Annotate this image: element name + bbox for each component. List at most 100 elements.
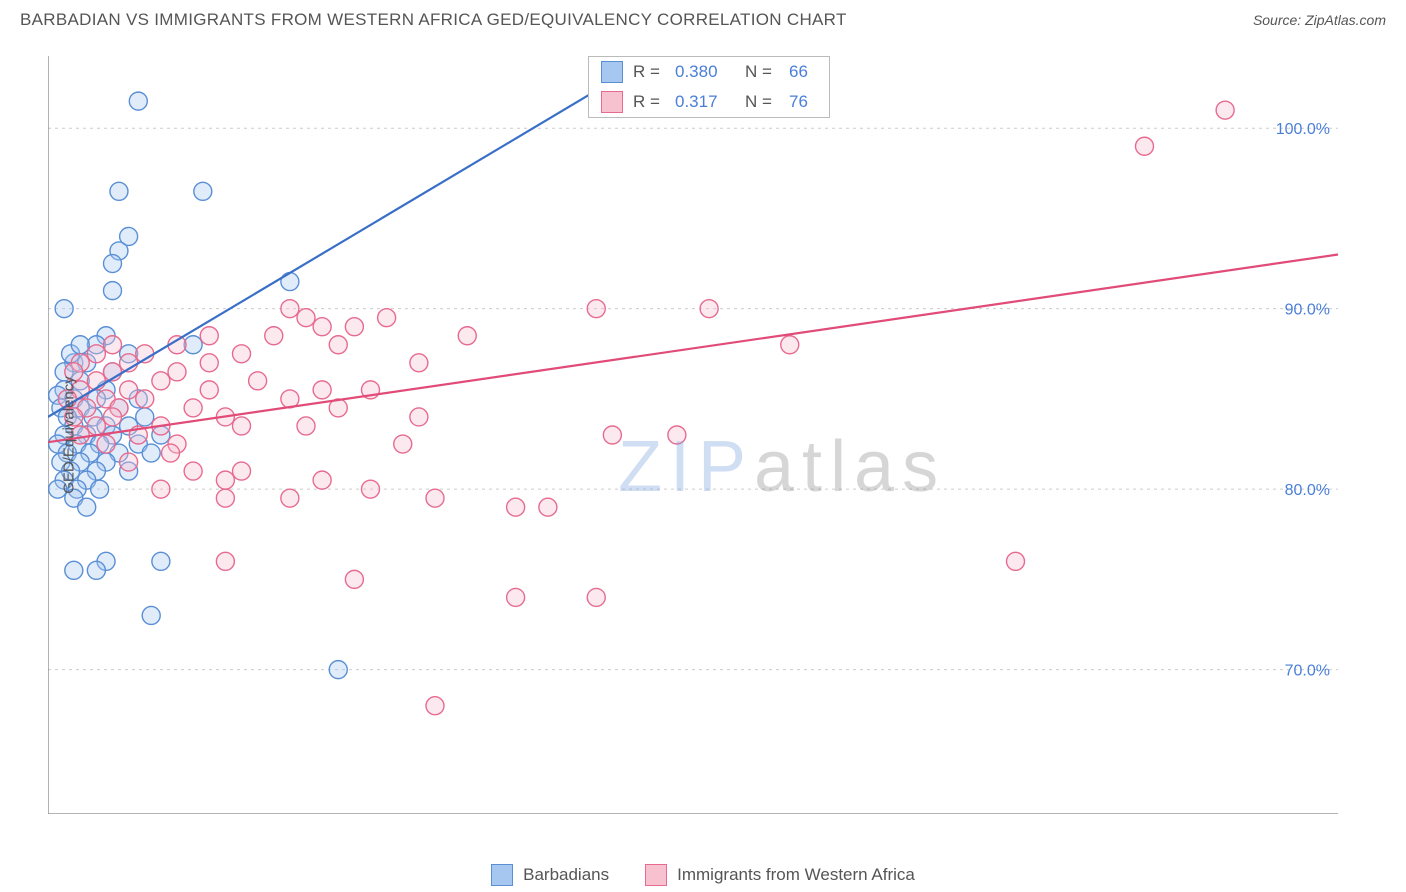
- data-point: [313, 381, 331, 399]
- legend-n-label: N =: [745, 62, 779, 82]
- data-point: [136, 408, 154, 426]
- data-point: [539, 498, 557, 516]
- data-point: [265, 327, 283, 345]
- data-point: [410, 354, 428, 372]
- correlation-legend: R = 0.380 N = 66 R = 0.317 N = 76: [588, 56, 830, 118]
- data-point: [91, 480, 109, 498]
- data-point: [249, 372, 267, 390]
- series-legend-item: Barbadians: [491, 864, 609, 886]
- legend-row: R = 0.380 N = 66: [589, 57, 829, 87]
- data-point: [120, 453, 138, 471]
- legend-r-value: 0.380: [675, 62, 735, 82]
- data-point: [129, 92, 147, 110]
- data-point: [668, 426, 686, 444]
- data-point: [194, 182, 212, 200]
- data-point: [200, 381, 218, 399]
- data-point: [426, 697, 444, 715]
- data-point: [345, 318, 363, 336]
- data-point: [297, 309, 315, 327]
- legend-n-value: 76: [789, 92, 817, 112]
- legend-swatch: [601, 61, 623, 83]
- y-tick-label: 100.0%: [1276, 121, 1330, 138]
- data-point: [162, 444, 180, 462]
- data-point: [603, 426, 621, 444]
- data-point: [216, 471, 234, 489]
- data-point: [700, 300, 718, 318]
- data-point: [142, 444, 160, 462]
- legend-swatch: [645, 864, 667, 886]
- series-legend-item: Immigrants from Western Africa: [645, 864, 915, 886]
- data-point: [1007, 552, 1025, 570]
- data-point: [378, 309, 396, 327]
- data-point: [507, 588, 525, 606]
- data-point: [184, 462, 202, 480]
- chart-title: BARBADIAN VS IMMIGRANTS FROM WESTERN AFR…: [20, 10, 847, 30]
- plot-area: GED/Equivalency 70.0%80.0%90.0%100.0%0.0…: [48, 56, 1388, 814]
- data-point: [313, 471, 331, 489]
- data-point: [216, 489, 234, 507]
- series-legend: Barbadians Immigrants from Western Africa: [0, 864, 1406, 886]
- scatter-plot-svg: 70.0%80.0%90.0%100.0%0.0%40.0%: [48, 56, 1388, 814]
- data-point: [410, 408, 428, 426]
- data-point: [362, 480, 380, 498]
- legend-row: R = 0.317 N = 76: [589, 87, 829, 117]
- data-point: [507, 498, 525, 516]
- data-point: [152, 372, 170, 390]
- data-point: [78, 498, 96, 516]
- data-point: [184, 336, 202, 354]
- y-tick-label: 90.0%: [1285, 302, 1330, 319]
- data-point: [104, 336, 122, 354]
- data-point: [142, 606, 160, 624]
- y-axis-title: GED/Equivalency: [60, 376, 77, 494]
- legend-r-value: 0.317: [675, 92, 735, 112]
- data-point: [233, 417, 251, 435]
- data-point: [200, 354, 218, 372]
- data-point: [394, 435, 412, 453]
- y-tick-label: 80.0%: [1285, 482, 1330, 499]
- data-point: [1216, 101, 1234, 119]
- data-point: [184, 399, 202, 417]
- data-point: [65, 561, 83, 579]
- data-point: [104, 282, 122, 300]
- data-point: [55, 300, 73, 318]
- legend-r-label: R =: [633, 62, 665, 82]
- data-point: [345, 570, 363, 588]
- data-point: [87, 417, 105, 435]
- data-point: [97, 435, 115, 453]
- y-tick-label: 70.0%: [1285, 663, 1330, 680]
- data-point: [313, 318, 331, 336]
- data-point: [233, 462, 251, 480]
- legend-swatch: [491, 864, 513, 886]
- data-point: [329, 661, 347, 679]
- data-point: [587, 588, 605, 606]
- data-point: [233, 345, 251, 363]
- data-point: [136, 390, 154, 408]
- data-point: [1136, 137, 1154, 155]
- data-point: [458, 327, 476, 345]
- chart-source: Source: ZipAtlas.com: [1253, 12, 1386, 28]
- data-point: [87, 561, 105, 579]
- data-point: [781, 336, 799, 354]
- data-point: [281, 300, 299, 318]
- data-point: [110, 182, 128, 200]
- data-point: [104, 255, 122, 273]
- data-point: [216, 552, 234, 570]
- data-point: [152, 480, 170, 498]
- data-point: [281, 273, 299, 291]
- data-point: [281, 489, 299, 507]
- data-point: [200, 327, 218, 345]
- data-point: [104, 408, 122, 426]
- data-point: [587, 300, 605, 318]
- legend-r-label: R =: [633, 92, 665, 112]
- series-legend-label: Immigrants from Western Africa: [677, 865, 915, 885]
- data-point: [329, 336, 347, 354]
- legend-n-label: N =: [745, 92, 779, 112]
- data-point: [120, 381, 138, 399]
- chart-header: BARBADIAN VS IMMIGRANTS FROM WESTERN AFR…: [0, 0, 1406, 36]
- legend-n-value: 66: [789, 62, 817, 82]
- legend-swatch: [601, 91, 623, 113]
- series-legend-label: Barbadians: [523, 865, 609, 885]
- data-point: [71, 336, 89, 354]
- data-point: [87, 345, 105, 363]
- data-point: [168, 363, 186, 381]
